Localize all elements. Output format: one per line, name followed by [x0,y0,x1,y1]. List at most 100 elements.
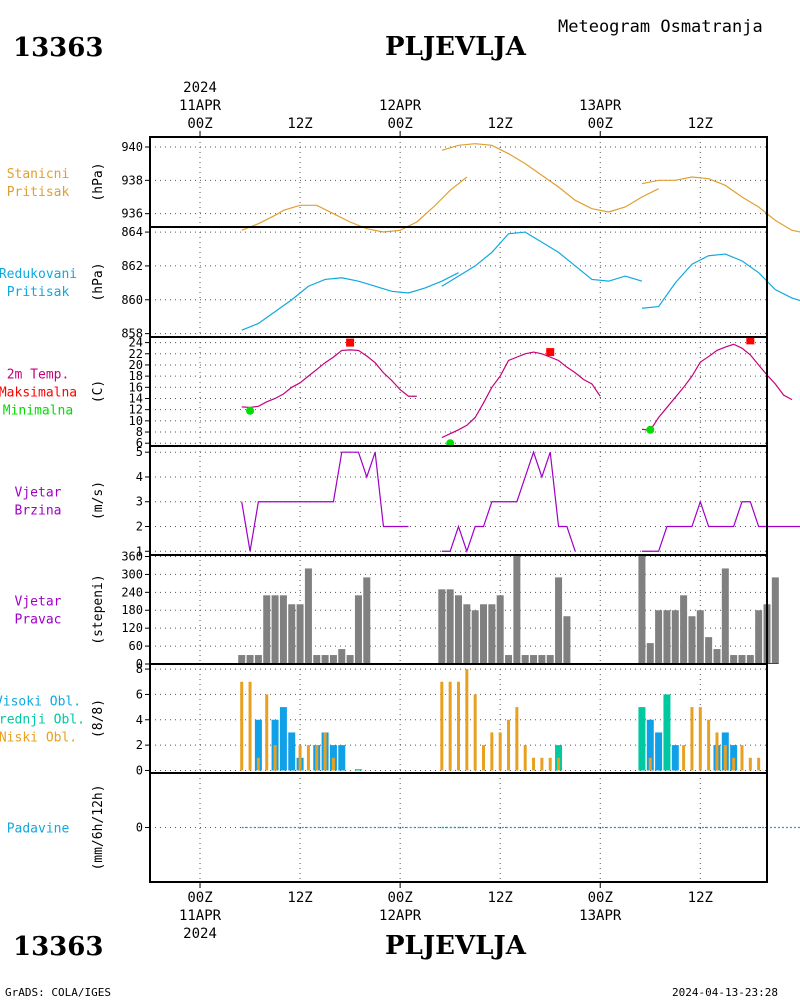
wind_speed-line [241,451,409,552]
wind-direction-bar [705,637,713,664]
panel-label: 2m Temp. [7,368,70,383]
mid-cloud-bar [329,745,337,771]
low-cloud-bar [715,732,719,771]
wind-direction-bar [254,655,262,664]
y-tick-label: 858 [121,327,143,341]
low-cloud-bar [690,707,694,771]
wind-direction-bar [321,655,329,664]
low-cloud-bar [265,694,269,771]
tmin-marker [646,425,655,434]
wind-direction-bar [346,655,354,664]
wind-direction-bar [488,604,496,664]
wind-direction-bar [446,589,454,664]
y-axis-unit: (m/s) [91,481,106,520]
panel-frame [149,772,768,883]
station_pressure-line [241,176,468,233]
y-tick-label: 940 [121,140,143,154]
wind-direction-bar [246,655,254,664]
wind-direction-bar [471,610,479,664]
high-cloud-bar [638,707,646,771]
high-cloud-bar [555,745,563,771]
low-cloud-bar [473,694,477,771]
wind-direction-bar [655,610,663,664]
axis-year-bottom: 2024 [183,926,217,942]
mid-cloud-bar [288,732,296,771]
station-name-top: PLJEVLJA [385,32,527,62]
panel-label: Niski Obl. [0,731,77,746]
wind-direction-bar [313,655,321,664]
y-tick-label: 862 [121,259,143,273]
low-cloud-bar [490,732,494,771]
low-cloud-bar [240,681,244,771]
station-id-bottom: 13363 [13,932,103,962]
y-tick-label: 1 [136,544,143,558]
wind-direction-bar [279,595,287,664]
plot-layer: 940938936(hPa)StanicniPritisak8648628608… [0,80,800,942]
low-cloud-bar [273,745,277,771]
wind-direction-bar [696,610,704,664]
wind-direction-bar [338,649,346,664]
low-cloud-bar [465,669,469,771]
wind-direction-bar [480,604,488,664]
low-cloud-bar [723,745,727,771]
panel-label: Redukovani [0,267,77,282]
axis-date-top: 11APR [179,98,222,114]
panel-frame [149,445,768,556]
reduced_pressure-line [641,253,800,309]
axis-hour-top-minor: 12Z [688,116,713,132]
axis-date-top: 13APR [579,98,622,114]
y-tick-label: 16 [129,380,143,394]
station-id-top: 13363 [13,33,103,63]
y-tick-label: 3 [136,495,143,509]
y-tick-label: 4 [136,470,143,484]
y-tick-label: 4 [136,713,143,727]
wind-direction-bar [296,604,304,664]
wind_speed-line [441,450,576,554]
low-cloud-bar [440,681,444,771]
y-tick-label: 5 [136,445,143,459]
low-cloud-bar [256,757,260,771]
wind-direction-bar [513,555,521,664]
y-tick-label: 14 [129,391,143,405]
wind-direction-bar [663,610,671,664]
y-tick-label: 18 [129,369,143,383]
station_pressure-line [441,143,659,213]
wind-direction-bar [263,595,271,664]
mid-cloud-bar [279,707,287,771]
y-tick-label: 2 [136,520,143,534]
y-tick-label: 60 [129,639,143,653]
axis-date-bottom: 12APR [379,908,422,924]
product-title: Meteogram Osmatranja [558,17,763,37]
y-tick-label: 300 [121,567,143,581]
y-tick-label: 936 [121,207,143,221]
axis-date-bottom: 11APR [179,908,222,924]
y-tick-label: 6 [136,687,143,701]
y-tick-label: 938 [121,173,143,187]
tmin-marker [246,406,255,415]
wind-direction-bar [688,616,696,664]
mid-cloud-bar [730,745,738,771]
station-name-bottom: PLJEVLJA [385,931,527,961]
temperature-line [641,343,793,431]
temperature-line [441,351,601,439]
axis-hour-top-minor: 12Z [488,116,513,132]
low-cloud-bar [515,707,519,771]
low-cloud-bar [306,745,310,771]
wind-direction-bar [354,595,362,664]
wind-direction-bar [546,655,554,664]
low-cloud-bar [457,681,460,771]
tmax-marker [546,348,555,357]
wind-direction-bar [455,595,462,664]
low-cloud-bar [448,681,452,771]
reduced_pressure-line [441,231,643,287]
y-axis-unit: (hPa) [91,162,106,201]
low-cloud-bar [507,719,511,771]
low-cloud-bar [298,745,302,771]
y-tick-label: 8 [136,662,143,676]
wind-direction-bar [746,655,754,664]
y-axis-unit: (8/8) [91,699,106,738]
wind-direction-bar [680,595,688,664]
low-cloud-bar [548,757,552,771]
wind-direction-bar [304,568,312,664]
tmax-marker [746,336,755,345]
